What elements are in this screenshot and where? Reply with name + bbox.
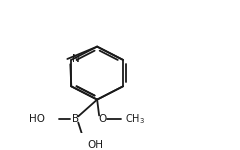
Text: OH: OH <box>87 140 103 150</box>
Text: HO: HO <box>30 114 45 124</box>
Text: O: O <box>98 114 106 124</box>
Text: N: N <box>72 54 80 64</box>
Text: $\mathregular{CH_3}$: $\mathregular{CH_3}$ <box>125 112 145 126</box>
Text: B: B <box>72 114 79 124</box>
